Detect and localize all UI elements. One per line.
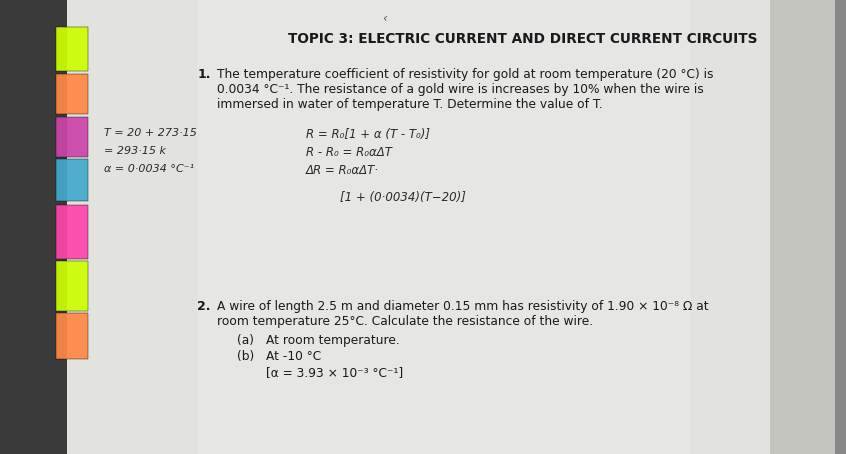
Text: ΔR = R₀αΔT·: ΔR = R₀αΔT· [306, 164, 379, 177]
Text: ‹: ‹ [382, 12, 387, 25]
FancyBboxPatch shape [56, 205, 88, 259]
Text: 0.0034 °C⁻¹. The resistance of a gold wire is increases by 10% when the wire is: 0.0034 °C⁻¹. The resistance of a gold wi… [217, 83, 704, 96]
FancyBboxPatch shape [56, 27, 88, 71]
Bar [197, 0, 690, 454]
Text: room temperature 25°C. Calculate the resistance of the wire.: room temperature 25°C. Calculate the res… [217, 315, 593, 328]
Text: At -10 °C: At -10 °C [266, 350, 321, 363]
Text: = 293·15 k: = 293·15 k [103, 146, 166, 156]
Text: R - R₀ = R₀αΔT: R - R₀ = R₀αΔT [306, 146, 392, 159]
Text: R = R₀[1 + α (T - T₀)]: R = R₀[1 + α (T - T₀)] [306, 128, 430, 141]
Text: TOPIC 3: ELECTRIC CURRENT AND DIRECT CURRENT CIRCUITS: TOPIC 3: ELECTRIC CURRENT AND DIRECT CUR… [288, 32, 758, 46]
Text: immersed in water of temperature T. Determine the value of T.: immersed in water of temperature T. Dete… [217, 98, 603, 111]
Text: α = 0·0034 °C⁻¹: α = 0·0034 °C⁻¹ [103, 164, 194, 174]
Text: 2.: 2. [197, 300, 211, 313]
FancyBboxPatch shape [56, 261, 88, 311]
Text: T = 20 + 273·15: T = 20 + 273·15 [103, 128, 196, 138]
FancyBboxPatch shape [56, 74, 88, 114]
Text: [1 + (0·0034)(T−20)]: [1 + (0·0034)(T−20)] [340, 191, 466, 204]
Bar [0, 0, 67, 454]
Text: A wire of length 2.5 m and diameter 0.15 mm has resistivity of 1.90 × 10⁻⁸ Ω at: A wire of length 2.5 m and diameter 0.15… [217, 300, 709, 313]
FancyBboxPatch shape [56, 159, 88, 201]
Text: (b): (b) [237, 350, 254, 363]
FancyBboxPatch shape [56, 117, 88, 157]
Text: [α = 3.93 × 10⁻³ °C⁻¹]: [α = 3.93 × 10⁻³ °C⁻¹] [266, 366, 404, 379]
Text: (a): (a) [237, 334, 254, 347]
Text: 1.: 1. [197, 68, 211, 81]
FancyBboxPatch shape [56, 313, 88, 359]
Bar [770, 0, 835, 454]
Text: The temperature coefficient of resistivity for gold at room temperature (20 °C) : The temperature coefficient of resistivi… [217, 68, 713, 81]
Text: At room temperature.: At room temperature. [266, 334, 400, 347]
